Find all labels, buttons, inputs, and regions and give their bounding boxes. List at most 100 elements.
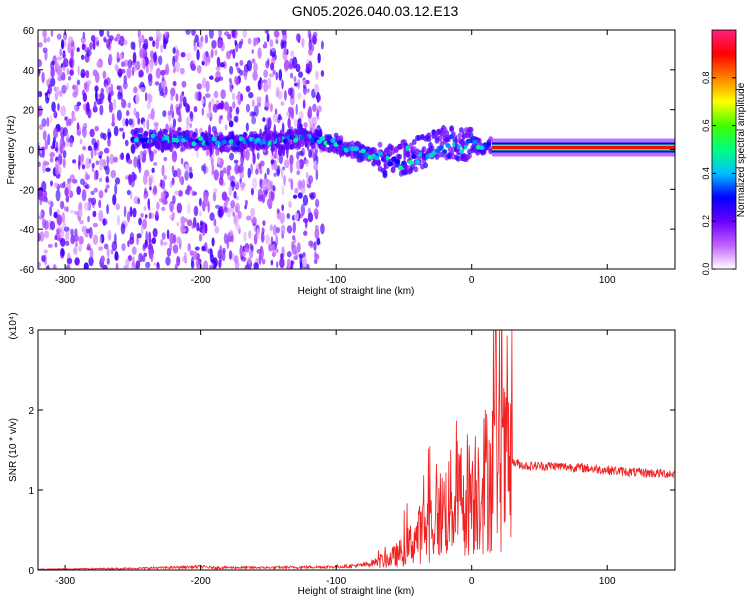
noise-cell	[74, 228, 78, 237]
noise-cell	[182, 96, 187, 107]
noise-cell	[315, 155, 319, 165]
noise-cell	[239, 172, 245, 179]
noise-cell	[267, 197, 273, 209]
noise-cell	[218, 259, 222, 269]
noise-cell	[297, 180, 303, 191]
figure-title: GN05.2026.040.03.12.E13	[292, 3, 459, 19]
noise-cell	[180, 216, 186, 226]
noise-cell	[54, 182, 59, 189]
trace-halo	[311, 142, 316, 149]
noise-cell	[49, 156, 54, 163]
noise-cell	[155, 210, 159, 217]
noise-cell	[247, 167, 251, 179]
noise-cell	[231, 92, 236, 101]
noise-cell	[251, 58, 256, 64]
trace-halo	[413, 166, 419, 173]
trace-cell	[221, 139, 227, 145]
noise-cell	[143, 252, 148, 257]
noise-cell	[143, 205, 147, 211]
noise-cell	[297, 192, 303, 199]
noise-cell	[217, 156, 221, 165]
noise-cell	[315, 116, 321, 121]
noise-cell	[172, 68, 176, 74]
noise-cell	[103, 243, 109, 250]
noise-cell	[114, 177, 121, 185]
noise-cell	[290, 178, 294, 191]
noise-cell	[185, 30, 191, 36]
noise-cell	[264, 106, 269, 111]
noise-cell	[149, 186, 152, 191]
noise-cell	[176, 255, 181, 267]
noise-cell	[289, 162, 293, 174]
noise-cell	[196, 222, 200, 232]
noise-cell	[184, 170, 189, 181]
noise-cell	[119, 52, 123, 60]
noise-cell	[116, 85, 121, 91]
noise-cell	[286, 258, 291, 269]
noise-cell	[287, 117, 291, 129]
noise-cell	[108, 101, 114, 113]
trace-cell	[238, 136, 244, 142]
noise-cell	[38, 261, 41, 269]
trace-halo	[459, 127, 464, 134]
noise-cell	[289, 154, 294, 166]
noise-cell	[41, 218, 46, 229]
noise-cell	[172, 80, 177, 87]
noise-cell	[180, 157, 184, 165]
noise-cell	[67, 42, 72, 54]
noise-cell	[81, 225, 85, 233]
y-tick-label: 3	[28, 326, 34, 337]
noise-cell	[64, 187, 69, 197]
noise-cell	[235, 195, 239, 201]
noise-cell	[214, 225, 220, 234]
noise-cell	[281, 79, 284, 90]
noise-cell	[198, 197, 202, 207]
noise-cell	[231, 252, 235, 261]
noise-cell	[295, 103, 298, 116]
noise-cell	[237, 90, 241, 101]
noise-cell	[56, 33, 62, 40]
noise-cell	[123, 59, 129, 67]
noise-cell	[292, 221, 296, 234]
noise-cell	[302, 86, 308, 95]
trace-cell	[320, 136, 326, 141]
y-tick-label: 60	[23, 26, 35, 37]
noise-cell	[41, 71, 45, 84]
noise-cell	[224, 196, 230, 203]
noise-cell	[189, 111, 194, 122]
noise-cell	[92, 234, 99, 245]
noise-cell	[320, 40, 324, 50]
noise-cell	[56, 85, 60, 97]
noise-cell	[73, 234, 79, 242]
noise-cell	[38, 123, 44, 131]
noise-cell	[299, 254, 303, 267]
noise-cell	[223, 101, 229, 111]
trace-streak	[209, 139, 213, 158]
noise-cell	[297, 71, 304, 78]
noise-cell	[284, 89, 287, 101]
trace-halo	[382, 170, 388, 177]
noise-cell	[66, 68, 70, 76]
noise-cell	[281, 247, 285, 254]
noise-cell	[191, 189, 194, 197]
noise-cell	[160, 238, 164, 247]
noise-cell	[313, 36, 317, 45]
trace-halo	[192, 131, 198, 138]
noise-cell	[127, 240, 130, 248]
snr-y-label: SNR (10 * v/v)	[8, 418, 19, 482]
noise-cell	[298, 111, 304, 120]
noise-cell	[103, 166, 108, 171]
noise-cell	[98, 92, 105, 101]
noise-cell	[44, 50, 48, 61]
noise-cell	[248, 230, 252, 239]
noise-cell	[228, 120, 234, 128]
noise-cell	[79, 154, 84, 166]
x-tick-label: 0	[469, 275, 475, 286]
noise-cell	[176, 236, 181, 245]
noise-cell	[255, 37, 259, 46]
noise-cell	[64, 116, 67, 121]
noise-cell	[153, 122, 159, 127]
noise-cell	[199, 210, 202, 217]
noise-cell	[148, 231, 152, 243]
